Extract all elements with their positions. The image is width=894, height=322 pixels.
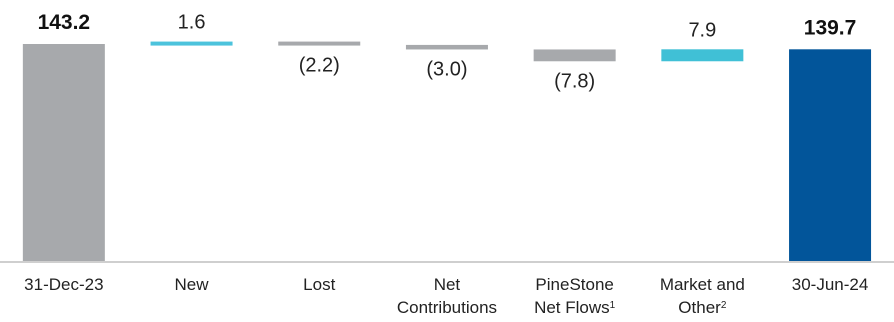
value-label: 139.7 [804, 16, 857, 39]
bar-decrease [405, 44, 488, 50]
value-label: (7.8) [554, 70, 595, 92]
category-label-text: Contributions [397, 298, 497, 317]
category-label: Market and [660, 275, 745, 294]
bar-decrease [533, 49, 616, 62]
value-label: 143.2 [38, 11, 91, 34]
category-label-group: 31-Dec-23 New Lost Net Contributions PineSton… [24, 275, 868, 317]
value-label: (3.0) [426, 58, 467, 80]
bar-group [22, 41, 872, 261]
footnote-marker: 2 [721, 300, 727, 311]
value-label-group: 143.2 1.6 (2.2) (3.0) (7.8) 7.9 139.7 [38, 11, 857, 92]
footnote-marker: 1 [610, 300, 616, 311]
bar-total [789, 49, 872, 261]
category-label-text: Net Flows [534, 298, 610, 317]
category-label: Lost [303, 275, 335, 294]
bar-decrease [278, 41, 361, 46]
value-label: 7.9 [688, 19, 716, 41]
category-label: Net [434, 275, 461, 294]
bar-total [22, 44, 105, 261]
value-label: (2.2) [299, 55, 340, 77]
category-label: 30-Jun-24 [792, 275, 869, 294]
category-label: PineStone [535, 275, 613, 294]
category-label-line2: Contributions [397, 298, 497, 317]
category-label-line2: Other2 [678, 298, 727, 317]
category-label: 31-Dec-23 [24, 275, 103, 294]
bar-increase [150, 41, 233, 46]
bar-increase [661, 49, 744, 62]
category-label-line2: Net Flows1 [534, 298, 616, 317]
category-label-text: Other [678, 298, 721, 317]
category-label: New [175, 275, 210, 294]
value-label: 1.6 [178, 12, 206, 34]
